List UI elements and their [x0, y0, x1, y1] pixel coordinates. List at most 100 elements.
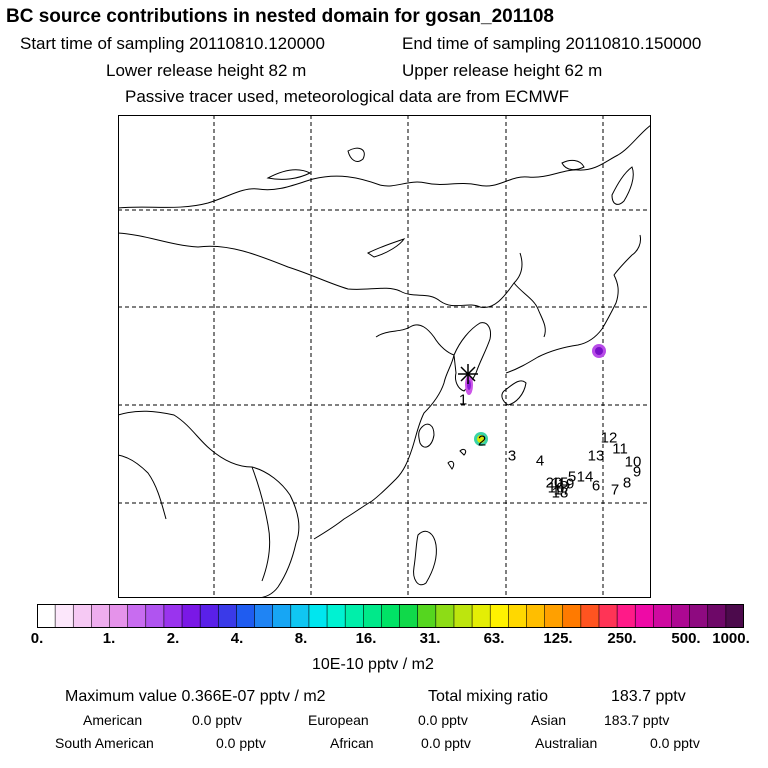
american-label: American: [83, 712, 143, 728]
australian-value: 0.0 pptv: [650, 735, 700, 751]
colorbar-cell: [453, 604, 473, 628]
colorbar-tick: 8.: [294, 630, 308, 647]
colorbar-cell: [544, 604, 564, 628]
lower-release-height: Lower release height 82 m: [106, 61, 307, 80]
asian-label: Asian: [531, 712, 567, 728]
trajectory-label: 17: [553, 481, 571, 499]
colorbar-cell: [635, 604, 654, 628]
colorbar-cell: [580, 604, 600, 628]
trajectory-label: 13: [587, 447, 605, 465]
trajectory-label: 6: [591, 477, 601, 495]
colorbar-tick: 16.: [355, 630, 377, 647]
colorbar-cell: [363, 604, 382, 628]
colorbar-cell: [327, 604, 346, 628]
colorbar-cell: [598, 604, 618, 628]
colorbar-tick: 500.: [671, 630, 701, 647]
african-value: 0.0 pptv: [421, 735, 471, 751]
trajectory-label: 15: [551, 474, 569, 492]
trajectory-label: 14: [576, 468, 594, 486]
colorbar-cell: [127, 604, 147, 628]
colorbar-cell: [91, 604, 111, 628]
coastlines: [118, 124, 651, 598]
colorbar-cell: [689, 604, 709, 628]
european-value: 0.0 pptv: [418, 712, 468, 728]
trajectory-label: 3: [507, 447, 517, 465]
european-label: European: [308, 712, 369, 728]
trajectory-label: 18: [551, 484, 569, 502]
colorbar-cell: [490, 604, 509, 628]
colorbar-cell: [617, 604, 636, 628]
colorbar-cell: [73, 604, 92, 628]
colorbar-cell: [562, 604, 582, 628]
colorbar-cell: [526, 604, 546, 628]
trajectory-label: 20: [545, 474, 563, 492]
trajectory-label: 5: [567, 468, 577, 486]
colorbar-cell: [435, 604, 455, 628]
trajectory-label: 9: [632, 463, 642, 481]
colorbar-cell: [508, 604, 527, 628]
australian-label: Australian: [535, 735, 598, 751]
start-time: Start time of sampling 20110810.120000: [20, 34, 325, 53]
colorbar-tick: 4.: [230, 630, 244, 647]
colorbar-tick: 0.: [30, 630, 44, 647]
trajectory-label: 4: [535, 452, 545, 470]
colorbar-tick: 125.: [543, 630, 573, 647]
total-mixing-ratio-value: 183.7 pptv: [611, 688, 686, 705]
colorbar-cells: [37, 604, 744, 628]
trajectory-label: 11: [612, 440, 628, 458]
colorbar-cell: [145, 604, 165, 628]
colorbar: [37, 604, 744, 628]
map-frame: [118, 115, 651, 598]
colorbar-tick: 250.: [607, 630, 637, 647]
maximum-value: Maximum value 0.366E-07 pptv / m2: [65, 688, 326, 705]
colorbar-tick: 1.: [102, 630, 116, 647]
colorbar-cell: [37, 604, 56, 628]
colorbar-tick: 1000.: [712, 630, 750, 647]
total-mixing-ratio-label: Total mixing ratio: [428, 688, 549, 705]
south-american-label: South American: [55, 735, 154, 751]
upper-release-height: Upper release height 62 m: [402, 61, 603, 80]
trajectory-label: 7: [610, 481, 620, 499]
colorbar-tick: 2.: [166, 630, 180, 647]
receptor-site-asterisk-icon: [458, 364, 478, 384]
colorbar-cell: [345, 604, 364, 628]
end-time: End time of sampling 20110810.150000: [402, 34, 702, 53]
colorbar-cell: [671, 604, 691, 628]
colorbar-cell: [308, 604, 328, 628]
colorbar-cell: [381, 604, 401, 628]
colorbar-cell: [55, 604, 74, 628]
colorbar-cell: [707, 604, 727, 628]
tracer-note: Passive tracer used, meteorological data…: [125, 87, 570, 106]
colorbar-cell: [163, 604, 183, 628]
map-panel: [118, 115, 651, 598]
trajectory-label: 16: [547, 479, 565, 497]
colorbar-unit: 10E-10 pptv / m2: [312, 656, 434, 673]
asian-value: 183.7 pptv: [604, 712, 670, 728]
colorbar-cell: [725, 604, 744, 628]
colorbar-cell: [254, 604, 274, 628]
american-value: 0.0 pptv: [192, 712, 242, 728]
colorbar-cell: [290, 604, 310, 628]
colorbar-cell: [472, 604, 491, 628]
colorbar-tick: 63.: [483, 630, 505, 647]
south-american-value: 0.0 pptv: [216, 735, 266, 751]
colorbar-frame: [37, 604, 744, 628]
trajectory-label: 12: [600, 429, 618, 447]
colorbar-cell: [399, 604, 419, 628]
colorbar-cell: [272, 604, 292, 628]
page-title: BC source contributions in nested domain…: [6, 6, 554, 27]
african-label: African: [330, 735, 374, 751]
trajectory-label: 2: [477, 432, 487, 450]
trajectory-label: 1: [458, 391, 468, 409]
colorbar-cell: [182, 604, 201, 628]
trajectory-label: 10: [624, 453, 642, 471]
colorbar-cell: [200, 604, 219, 628]
colorbar-cell: [653, 604, 672, 628]
colorbar-cell: [218, 604, 237, 628]
colorbar-cell: [109, 604, 129, 628]
trajectory-label: 19: [557, 475, 575, 493]
trajectory-label: 8: [622, 474, 632, 492]
colorbar-cell: [417, 604, 437, 628]
colorbar-cell: [236, 604, 256, 628]
colorbar-tick: 31.: [419, 630, 441, 647]
